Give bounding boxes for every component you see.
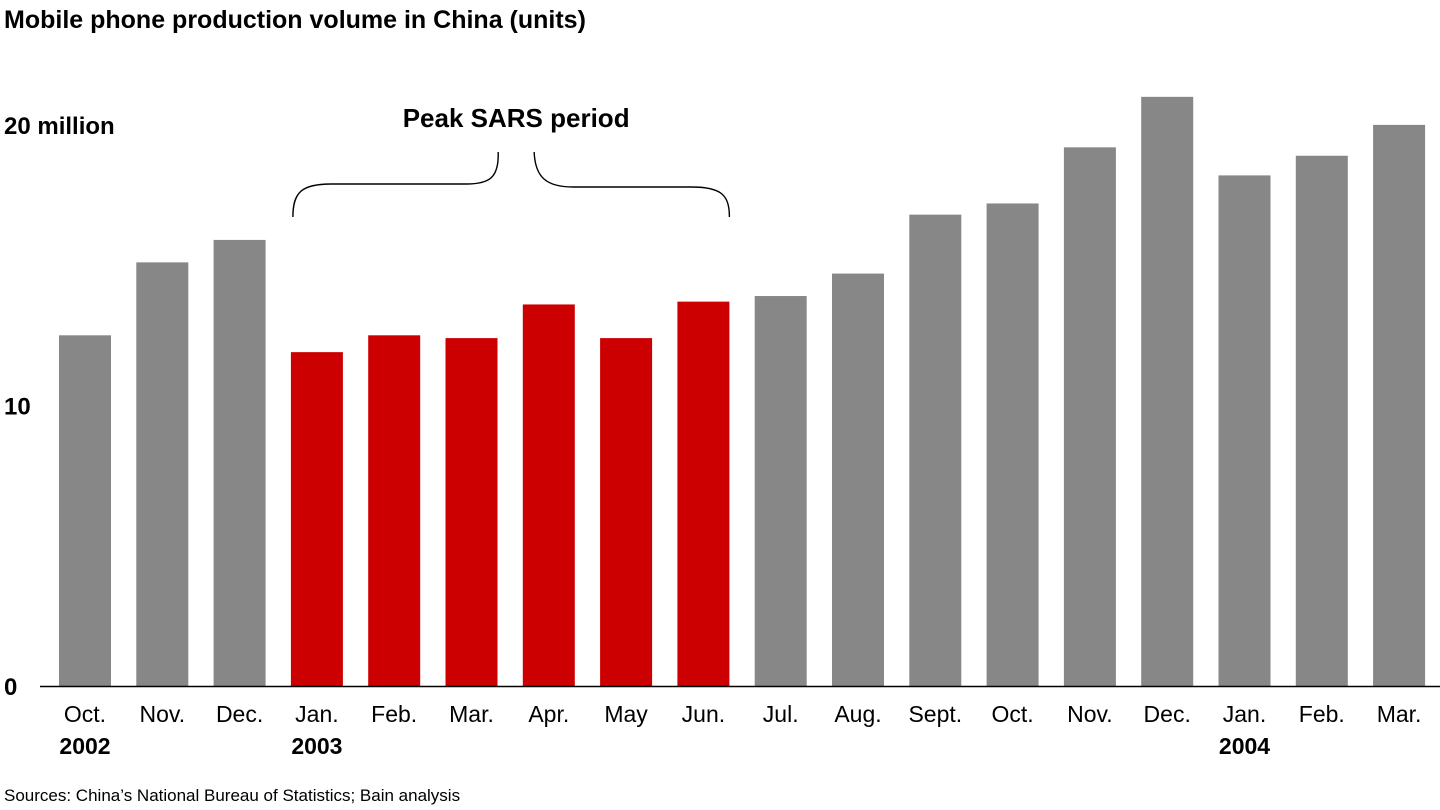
year-label: 2002 [59, 733, 110, 759]
bar-5 [368, 335, 421, 686]
source-note: Sources: China’s National Bureau of Stat… [4, 786, 461, 805]
bar-11 [832, 273, 884, 686]
bar-8 [600, 338, 653, 686]
x-tick-label: Apr. [528, 701, 569, 727]
bar-2 [136, 262, 189, 686]
year-label: 2003 [291, 733, 342, 759]
bar-14 [1063, 147, 1116, 687]
bar-13 [986, 203, 1039, 686]
y-tick-label: 0 [4, 674, 17, 701]
x-tick-label: Sept. [908, 701, 962, 727]
bar-6 [445, 338, 498, 686]
bar-7 [522, 304, 575, 686]
bar-3 [213, 239, 266, 686]
x-axis-labels: Oct. 2002 Nov. Dec. Jan. 2003 Feb. Mar. Apr. May J… [59, 701, 1421, 759]
bar-10 [754, 296, 807, 686]
bar-12 [909, 214, 962, 686]
x-tick-label: Mar. [449, 701, 494, 727]
y-tick-label: 10 [4, 393, 31, 420]
chart-title: Mobile phone production volume in China … [4, 6, 586, 34]
bar-chart: 0 10 20 million Oct. 2002 Nov. Dec. Jan. 2003 Fe… [4, 96, 1440, 759]
bar-18 [1373, 124, 1426, 686]
bars-group [59, 96, 1426, 687]
x-tick-label: May [604, 701, 648, 727]
bar-15 [1141, 96, 1194, 687]
x-tick-label: Jun. [682, 701, 725, 727]
x-tick-label: Jul. [763, 701, 799, 727]
y-tick-label: 20 million [4, 113, 115, 140]
bracket-line [292, 151, 731, 218]
bar-1 [59, 335, 111, 686]
bar-9 [677, 301, 730, 686]
bar-17 [1295, 155, 1348, 686]
x-tick-label: Dec. [216, 701, 263, 727]
annotation-bracket: Peak SARS period [292, 103, 731, 218]
x-tick-label: Oct. [992, 701, 1034, 727]
x-tick-label: Aug. [834, 701, 881, 727]
bar-16 [1218, 175, 1271, 686]
x-tick-label: Nov. [1067, 701, 1113, 727]
x-tick-label: Jan. [1223, 701, 1266, 727]
x-tick-label: Feb. [1299, 701, 1345, 727]
x-tick-label: Feb. [371, 701, 417, 727]
year-label: 2004 [1219, 733, 1270, 759]
x-tick-label: Jan. [295, 701, 338, 727]
x-tick-label: Oct. [64, 701, 106, 727]
bar-4 [290, 352, 343, 686]
y-axis-labels: 0 10 20 million [4, 113, 115, 701]
annotation-label: Peak SARS period [403, 103, 630, 133]
x-tick-label: Nov. [140, 701, 186, 727]
x-tick-label: Dec. [1144, 701, 1191, 727]
x-tick-label: Mar. [1377, 701, 1422, 727]
